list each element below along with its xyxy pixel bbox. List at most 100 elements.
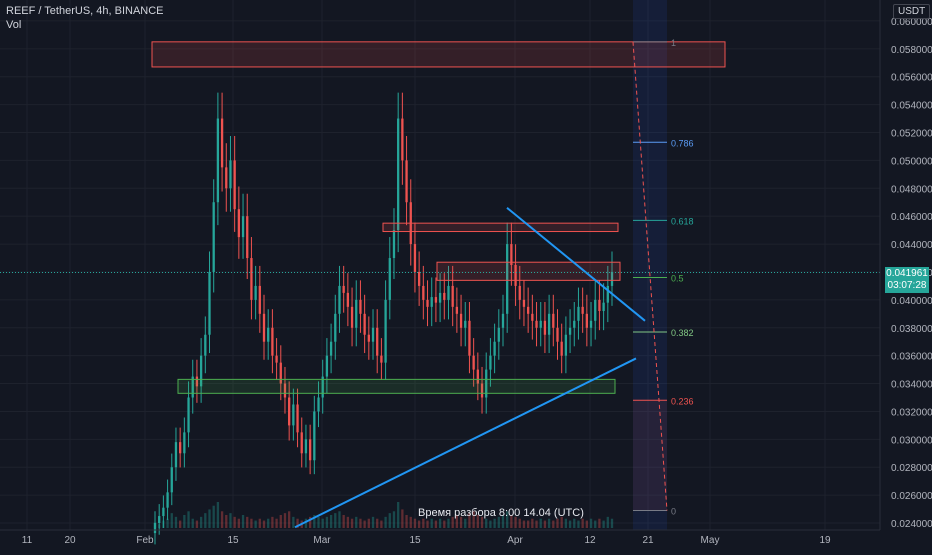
candle-body: [413, 244, 417, 272]
volume-bar: [413, 518, 417, 528]
volume-bar: [451, 516, 454, 528]
volume-bar: [438, 518, 442, 528]
candle-body: [497, 327, 500, 342]
candle-body: [275, 355, 278, 363]
candle-body: [602, 302, 605, 312]
candle-body: [417, 271, 421, 286]
candle-body: [543, 320, 547, 335]
candle-body: [308, 439, 312, 461]
volume-bar: [518, 518, 521, 528]
symbol-title: REEF / TetherUS, 4h, BINANCE: [6, 5, 164, 17]
volume-bar: [485, 518, 488, 528]
fib-lower-shade: [633, 400, 667, 511]
candle-body: [434, 297, 438, 303]
time-tick-label: 15: [227, 535, 239, 546]
volume-bar: [246, 516, 249, 528]
volume-bar: [313, 515, 316, 528]
volume-bar: [501, 515, 505, 528]
candle-body: [384, 299, 387, 363]
price-tick-label: 0.056000: [891, 73, 932, 84]
candle-body: [363, 313, 366, 335]
volume-bar: [342, 515, 345, 528]
volume-bar: [510, 515, 513, 528]
volume-bar: [577, 520, 580, 528]
price-tick-label: 0.054000: [891, 101, 932, 112]
volume-bar: [359, 518, 362, 528]
candle-body: [422, 285, 425, 300]
candle-body: [371, 327, 375, 342]
volume-bar: [468, 513, 471, 528]
volume-bar: [229, 513, 232, 528]
volume-bar: [397, 502, 400, 528]
price-tick-label: 0.034000: [891, 380, 932, 391]
candle-body: [518, 285, 521, 300]
volume-bar: [233, 516, 236, 528]
projection-zone: [633, 0, 667, 530]
candle-body: [304, 439, 308, 454]
candle-body: [367, 334, 370, 342]
candle-body: [438, 292, 442, 303]
candle-body: [250, 258, 253, 300]
price-tick-label: 0.044000: [891, 240, 932, 251]
candle-body: [380, 355, 383, 363]
candle-body: [539, 320, 542, 328]
candle-body: [489, 355, 492, 370]
time-tick-label: Mar: [313, 535, 331, 546]
candle-body: [610, 271, 614, 286]
candle-body: [262, 313, 266, 342]
candle-body: [204, 334, 207, 356]
volume-bar: [392, 511, 396, 528]
candle-body: [158, 516, 161, 524]
time-tick-label: 21: [642, 535, 654, 546]
volume-bar: [539, 518, 542, 528]
volume-bar: [254, 520, 257, 528]
volume-bar: [459, 516, 463, 528]
candle-body: [271, 327, 274, 356]
time-tick-label: 20: [64, 535, 76, 546]
volume-bar: [329, 515, 333, 528]
candle-body: [292, 404, 295, 426]
price-tick-label: 0.046000: [891, 212, 932, 223]
volume-bar: [250, 518, 253, 528]
volume-bar: [237, 518, 241, 528]
candle-body: [560, 341, 563, 356]
candle-body: [535, 320, 538, 328]
volume-bar: [464, 518, 467, 528]
volume-bar: [388, 513, 391, 528]
candle-body: [195, 376, 199, 387]
volume-bar: [267, 518, 270, 528]
price-tick-label: 0.036000: [891, 352, 932, 363]
volume-bar: [204, 513, 207, 528]
volume-bar: [371, 516, 375, 528]
volume-bar: [522, 520, 526, 528]
volume-bar: [434, 520, 438, 528]
price-tick-label: 0.038000: [891, 324, 932, 335]
volume-bar: [401, 509, 404, 528]
candle-body: [254, 285, 257, 300]
candle-body: [233, 160, 236, 210]
time-tick-label: 12: [584, 535, 596, 546]
volume-bar: [531, 518, 534, 528]
candle-body: [321, 376, 324, 398]
volume-bar: [296, 518, 299, 528]
candle-body: [334, 313, 337, 342]
volume-bar: [585, 520, 588, 528]
price-tick-label: 0.048000: [891, 184, 932, 195]
price-tick-label: 0.050000: [891, 156, 932, 167]
candle-body: [246, 216, 249, 259]
volume-bar: [283, 513, 287, 528]
time-tick-label: May: [701, 535, 720, 546]
volume-bar: [355, 516, 358, 528]
volume-bar: [288, 511, 291, 528]
candle-body: [183, 432, 186, 454]
volume-bar: [187, 511, 190, 528]
candle-body: [220, 118, 224, 168]
volume-bar: [455, 515, 459, 528]
price-tick-label: 0.052000: [891, 129, 932, 140]
volume-bar: [195, 520, 199, 528]
trendline: [294, 357, 637, 529]
currency-unit-label[interactable]: USDT: [893, 4, 931, 19]
candle-body: [405, 160, 408, 203]
